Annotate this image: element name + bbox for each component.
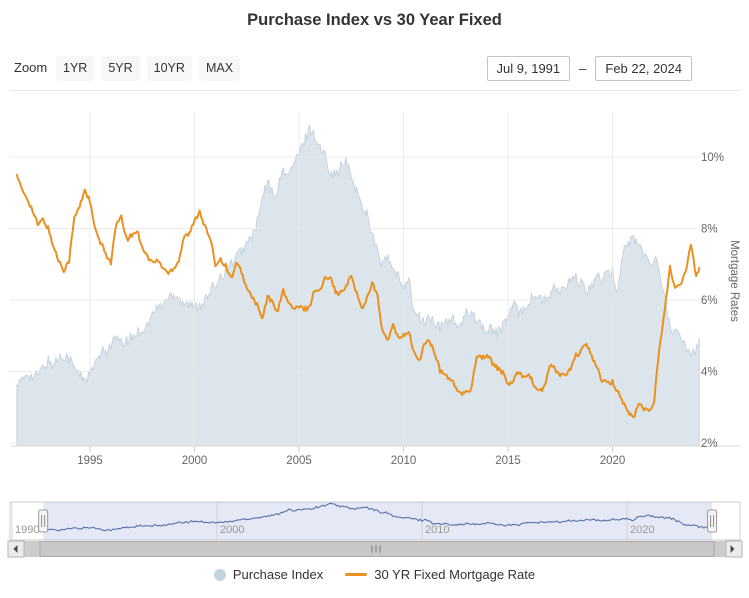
navigator-selected-mask[interactable]	[43, 502, 713, 540]
navigator-handle-right-body[interactable]	[707, 509, 718, 533]
main-chart-plot[interactable]: 1995 2000 2005 2010 2015 2020 2% 4% 6% 8% 10% Mortg…	[0, 95, 749, 470]
range-button-10yr[interactable]: 10YR	[146, 56, 192, 81]
x-axis-label: 2015	[495, 455, 521, 467]
range-button-5yr[interactable]: 5YR	[101, 56, 140, 81]
y-axis-label: 2%	[701, 438, 718, 450]
scrollbar-left-arrow-icon	[13, 545, 18, 553]
chart-title: Purchase Index vs 30 Year Fixed	[247, 11, 502, 29]
navigator-handle-left[interactable]	[38, 509, 49, 533]
y-axis-label: 6%	[701, 295, 718, 307]
x-axis-label: 2010	[391, 455, 417, 467]
date-from-input[interactable]: Jul 9, 1991	[486, 56, 571, 81]
zoom-label: Zoom	[14, 60, 48, 75]
x-axis-label: 2020	[600, 455, 626, 467]
y-axis-title: Mortgage Rates	[728, 240, 740, 322]
navigator-axis-label: 2000	[220, 524, 244, 536]
range-selector: 1YR 5YR 10YR MAX	[56, 56, 241, 81]
x-axis-label: 2000	[182, 455, 208, 467]
y-axis-label: 8%	[701, 224, 718, 236]
navigator-outline	[9, 501, 741, 541]
toolbar-divider	[10, 90, 740, 91]
navigator-axis-label: 1990	[15, 524, 39, 536]
y-axis-label: 10%	[701, 152, 724, 164]
date-range: Jul 9, 1991 – Feb 22, 2024	[486, 56, 692, 81]
y-axis-label: 4%	[701, 367, 718, 379]
date-to-input[interactable]: Feb 22, 2024	[595, 56, 692, 81]
navigator-axis-label: 2020	[630, 524, 654, 536]
legend: Purchase Index 30 YR Fixed Mortgage Rate	[0, 567, 749, 582]
navigator-handle-left-body[interactable]	[38, 509, 49, 533]
legend-item-mortgage-rate[interactable]: 30 YR Fixed Mortgage Rate	[345, 567, 535, 582]
legend-label: 30 YR Fixed Mortgage Rate	[374, 567, 536, 582]
navigator[interactable]: 1990 2000 2010 2020	[0, 495, 749, 560]
mortgage-rate-line	[15, 173, 701, 419]
legend-label: Purchase Index	[232, 567, 324, 582]
range-button-max[interactable]: MAX	[198, 56, 241, 81]
range-button-1yr[interactable]: 1YR	[56, 56, 95, 81]
legend-circle-marker-icon	[213, 568, 226, 581]
purchase-index-area	[16, 124, 700, 447]
scrollbar-thumb[interactable]	[39, 541, 715, 557]
navigator-series-line	[42, 502, 713, 532]
navigator-handle-right[interactable]	[707, 509, 718, 533]
x-axis-label: 2005	[286, 455, 312, 467]
x-axis-label: 1995	[77, 455, 103, 467]
navigator-axis-label: 2010	[425, 524, 449, 536]
date-range-separator: –	[579, 61, 587, 76]
legend-item-purchase-index[interactable]: Purchase Index	[213, 567, 324, 582]
legend-line-marker-icon	[345, 573, 368, 576]
scrollbar-right-arrow-icon	[730, 545, 735, 553]
